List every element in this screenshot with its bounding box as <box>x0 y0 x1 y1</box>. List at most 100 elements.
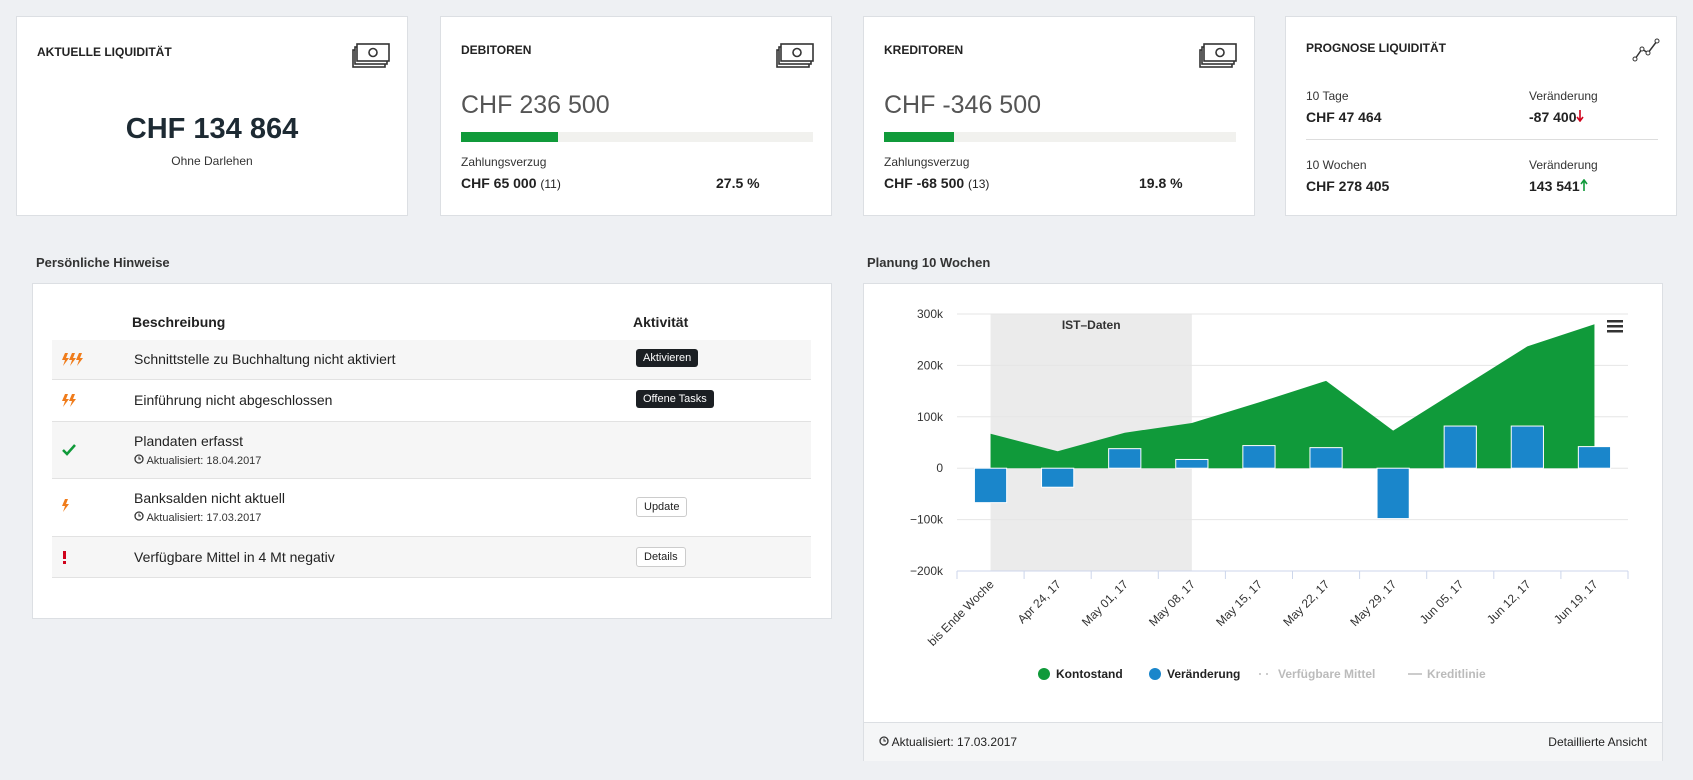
alert-icon <box>62 499 69 512</box>
progress-track <box>461 132 813 142</box>
change: -87 400 <box>1529 109 1585 125</box>
legend-label: Verfügbare Mittel <box>1278 667 1375 681</box>
card-title: AKTUELLE LIQUIDITÄT <box>37 45 172 59</box>
note-row: Verfügbare Mittel in 4 Mt negativ Detail… <box>52 537 811 578</box>
money-icon <box>776 43 814 68</box>
note-row: Schnittstelle zu Buchhaltung nicht aktiv… <box>52 340 811 380</box>
liquidity-value: CHF 134 864 <box>125 113 299 145</box>
plot-band-label: IST–Daten <box>1062 318 1121 332</box>
overdue-value: CHF 65 000 <box>461 175 537 191</box>
period: 10 Wochen <box>1306 158 1367 172</box>
area <box>990 324 1595 469</box>
trend-icon <box>1632 38 1660 62</box>
overdue-label: Zahlungsverzug <box>884 155 970 169</box>
progress-fill <box>461 132 558 142</box>
overdue-amount: CHF 65 000 (11) <box>461 175 561 191</box>
note-text: Plandaten erfasst <box>134 433 243 449</box>
change: 143 541 <box>1529 178 1588 194</box>
action-button[interactable]: Offene Tasks <box>636 390 714 408</box>
legend-symbol <box>1149 668 1161 680</box>
section-title: Persönliche Hinweise <box>36 255 170 270</box>
alert-icon <box>62 394 76 407</box>
card-value: CHF -346 500 <box>884 91 1042 119</box>
action-button[interactable]: Aktivieren <box>636 349 699 367</box>
card-title: KREDITOREN <box>884 43 964 57</box>
bar <box>1376 467 1410 520</box>
overdue-label: Zahlungsverzug <box>461 155 547 169</box>
x-tick-label: bis Ende Woche <box>925 577 997 649</box>
y-tick-label: 200k <box>917 358 944 372</box>
updated-text: Aktualisiert: 17.03.2017 <box>146 512 262 524</box>
change-label: Veränderung <box>1529 89 1598 103</box>
card-title: DEBITOREN <box>461 43 532 57</box>
overdue-share: 19.8 % <box>1139 175 1183 191</box>
y-tick-label: 300k <box>917 307 944 321</box>
bar <box>1108 448 1142 469</box>
x-tick-label: May 29, 17 <box>1347 577 1399 629</box>
bar <box>1510 425 1544 469</box>
progress-fill <box>884 132 954 142</box>
bar <box>1041 467 1075 488</box>
section-title: Planung 10 Wochen <box>867 255 991 270</box>
note-updated: Aktualisiert: 17.03.2017 <box>134 511 261 524</box>
card-value: CHF 236 500 <box>461 91 610 119</box>
updated-text: Aktualisiert: 18.04.2017 <box>146 455 262 467</box>
note-text: Verfügbare Mittel in 4 Mt negativ <box>134 549 335 565</box>
down-arrow <box>1576 110 1585 123</box>
change-value: 143 541 <box>1529 178 1580 194</box>
clock-icon <box>134 454 144 464</box>
x-tick-label: May 01, 17 <box>1079 577 1131 629</box>
card-title: PROGNOSE LIQUIDITÄT <box>1306 41 1447 55</box>
y-tick-label: 100k <box>917 410 944 424</box>
divider <box>1306 139 1658 140</box>
up-arrow <box>1579 178 1588 191</box>
footer-updated: Aktualisiert: 17.03.2017 <box>879 735 1017 749</box>
detail-link[interactable]: Detaillierte Ansicht <box>1548 735 1647 749</box>
note-row: Banksalden nicht aktuell Aktualisiert: 1… <box>52 479 811 537</box>
chart-footer: Aktualisiert: 17.03.2017 Detaillierte An… <box>864 722 1662 761</box>
bar <box>1443 425 1477 469</box>
note-text: Schnittstelle zu Buchhaltung nicht aktiv… <box>134 351 396 367</box>
amount: CHF 278 405 <box>1306 178 1390 194</box>
clock-icon <box>879 736 889 746</box>
clock-icon <box>134 511 144 521</box>
liquidity-note: Ohne Darlehen <box>171 154 253 168</box>
note-row: Plandaten erfasst Aktualisiert: 18.04.20… <box>52 422 811 479</box>
x-tick-label: Jun 12, 17 <box>1484 577 1534 627</box>
card-liquidity: AKTUELLE LIQUIDITÄT CHF 134 864 Ohne Dar… <box>16 16 408 216</box>
card-kreditoren: KREDITOREN CHF -346 500 Zahlungsverzug C… <box>863 16 1255 216</box>
bar <box>1175 458 1209 469</box>
legend-label: Kreditlinie <box>1427 667 1486 681</box>
x-tick-label: May 22, 17 <box>1280 577 1332 629</box>
legend-label: Kontostand <box>1056 667 1123 681</box>
overdue-value: CHF -68 500 <box>884 175 965 191</box>
updated-text: Aktualisiert: 17.03.2017 <box>891 735 1018 749</box>
bar <box>1309 447 1343 469</box>
amount: CHF 47 464 <box>1306 109 1382 125</box>
note-row: Einführung nicht abgeschlossen Offene Ta… <box>52 380 811 422</box>
legend-label: Veränderung <box>1167 667 1240 681</box>
overdue-count: (13) <box>968 177 990 191</box>
action-button[interactable]: Details <box>636 547 686 567</box>
x-tick-label: May 08, 17 <box>1146 577 1198 629</box>
check-icon <box>62 444 76 456</box>
card-debitoren: DEBITOREN CHF 236 500 Zahlungsverzug CHF… <box>440 16 832 216</box>
notes-panel: Beschreibung Aktivität Schnittstelle zu … <box>32 283 832 619</box>
money-icon <box>352 43 390 68</box>
chart: IST–Daten −200k −100k 0 100k 200k 300k bis Ende… <box>910 307 1629 681</box>
change-value: -87 400 <box>1529 109 1577 125</box>
x-tick-label: Jun 19, 17 <box>1551 577 1601 627</box>
note-text: Banksalden nicht aktuell <box>134 490 285 506</box>
menu-icon[interactable] <box>1607 320 1623 333</box>
progress-track <box>884 132 1236 142</box>
change-label: Veränderung <box>1529 158 1598 172</box>
note-text: Einführung nicht abgeschlossen <box>134 392 333 408</box>
chart-panel: IST–Daten −200k −100k 0 100k 200k 300k bis Ende… <box>863 283 1663 761</box>
overdue-count: (11) <box>540 177 561 191</box>
bar <box>1242 445 1276 469</box>
overdue-amount: CHF -68 500 (13) <box>884 175 989 191</box>
legend-symbol <box>1038 668 1050 680</box>
action-button[interactable]: Update <box>636 497 688 517</box>
period: 10 Tage <box>1306 89 1349 103</box>
error-icon <box>63 551 66 564</box>
